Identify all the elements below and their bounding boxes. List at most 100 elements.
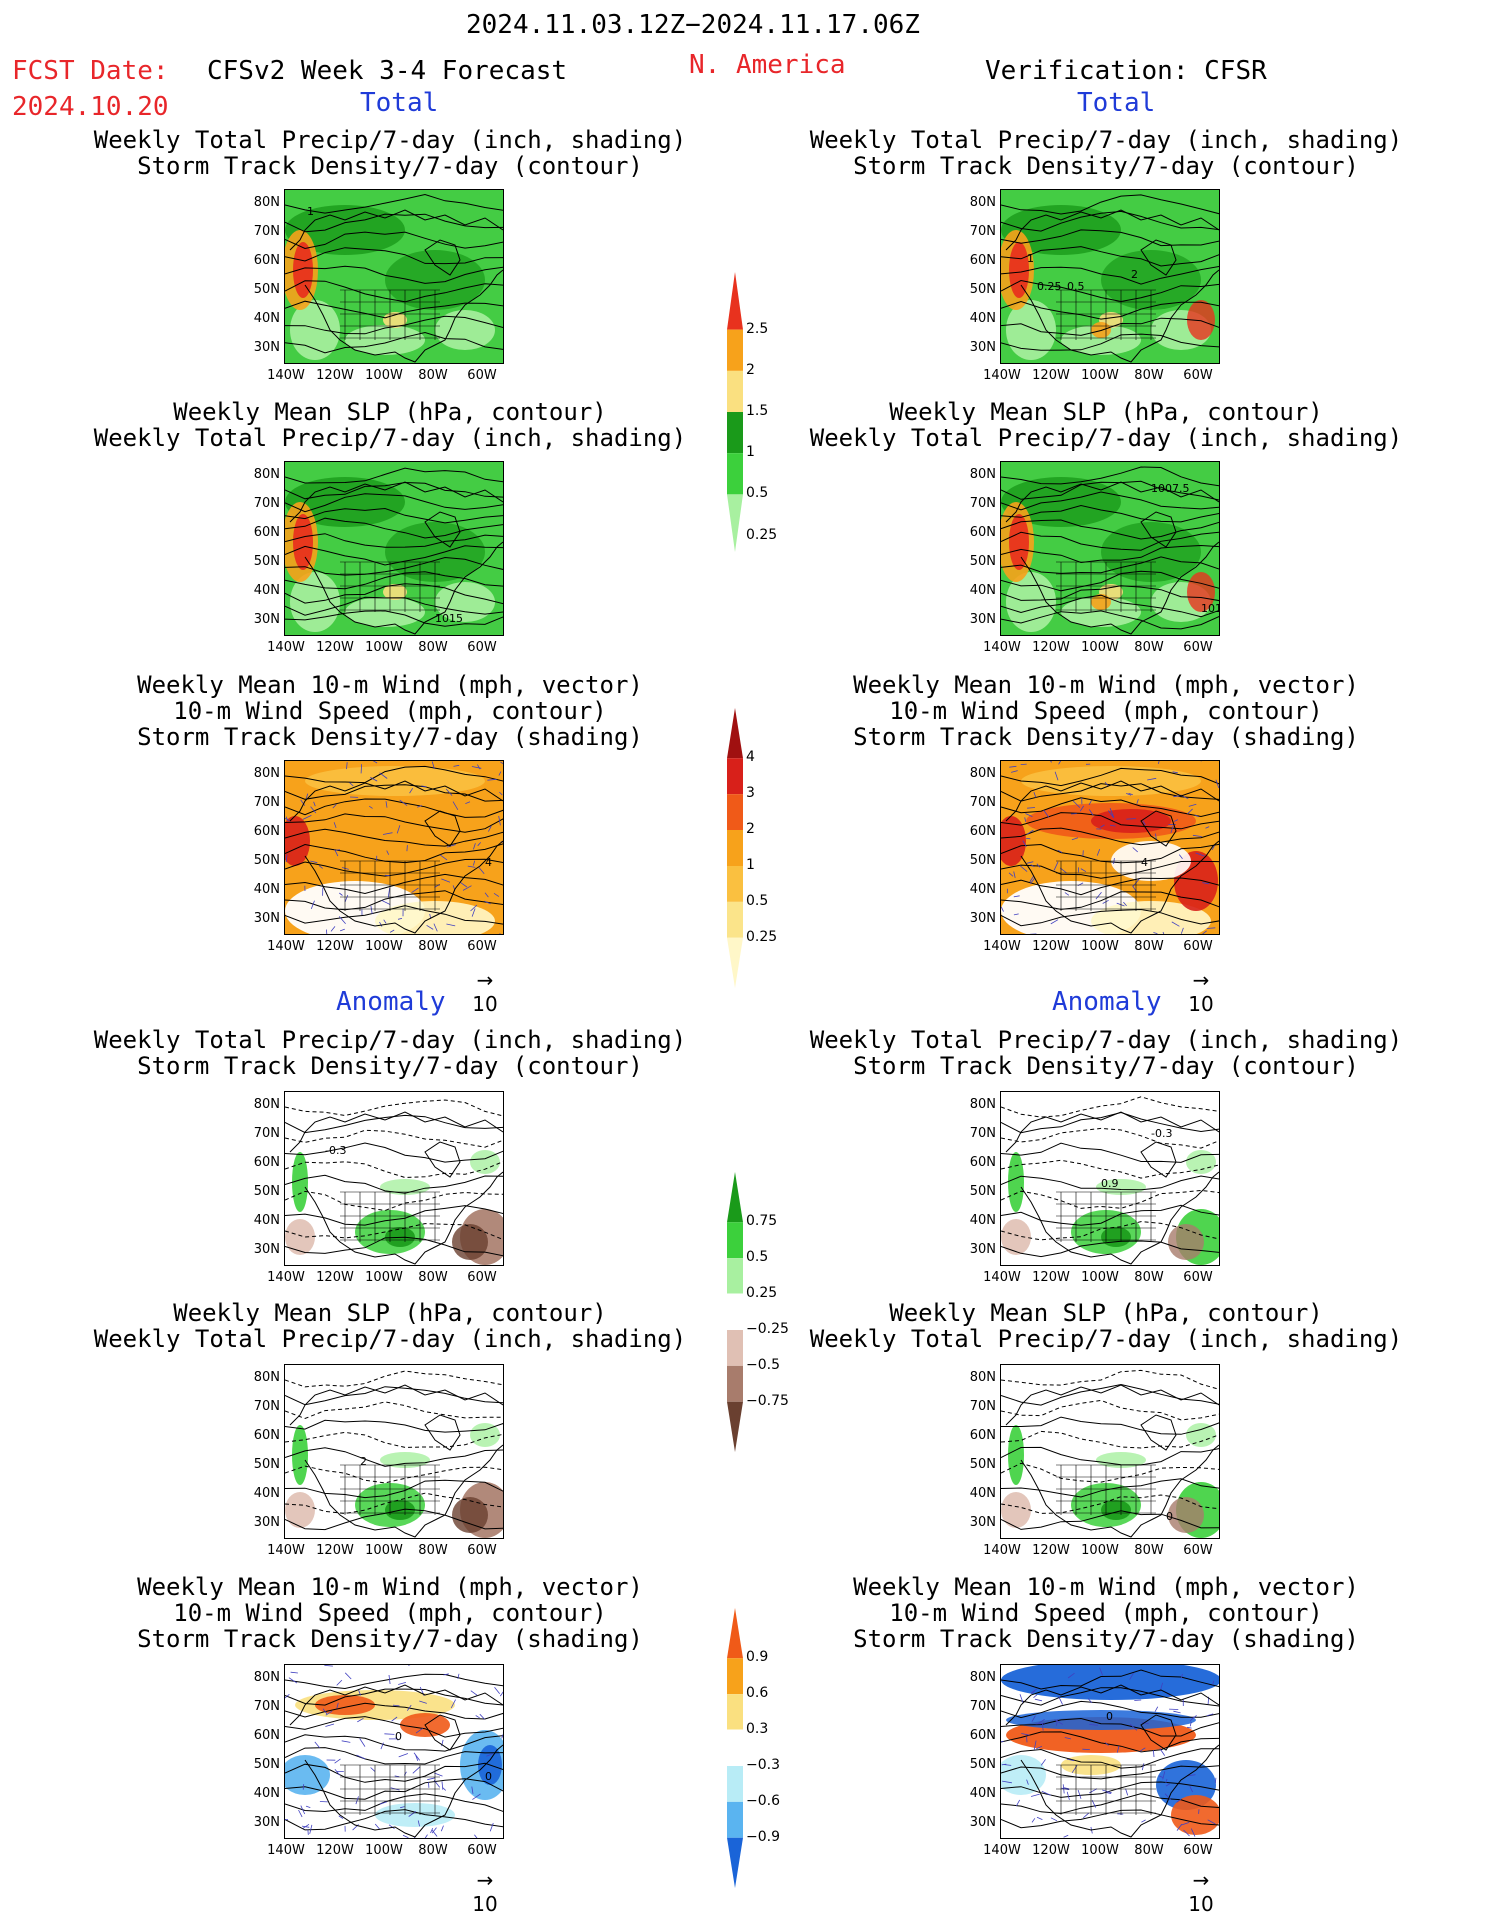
coastline <box>304 541 503 635</box>
wind-vector <box>1126 818 1136 820</box>
wind-vector <box>380 1742 384 1750</box>
wind-vector <box>370 1767 376 1772</box>
contour-line <box>285 1747 503 1765</box>
shading-blob <box>285 1755 330 1795</box>
wind-vector <box>1036 1816 1043 1820</box>
wind-vector <box>406 1704 412 1711</box>
wind-vector <box>459 881 468 888</box>
wind-vector <box>1211 845 1215 851</box>
section-anomaly-right: Anomaly <box>1052 987 1162 1017</box>
coastline <box>304 1444 503 1538</box>
wind-vector <box>386 850 390 855</box>
wind-vector <box>445 788 453 796</box>
wind-vector <box>346 762 348 770</box>
state-borders <box>1056 1464 1156 1515</box>
state-borders <box>340 561 440 612</box>
contour-line <box>285 1465 503 1484</box>
shading-blob <box>1006 300 1056 360</box>
wind-vector <box>442 1787 446 1791</box>
wind-vector <box>417 805 423 808</box>
lon-tick-label: 120W <box>316 1543 354 1558</box>
colorbar-label: 0.3 <box>746 1721 769 1738</box>
lon-tick-label: 120W <box>316 939 354 954</box>
contour-line <box>285 571 503 590</box>
wind-vector <box>1173 1710 1181 1714</box>
wind-vector <box>332 803 337 809</box>
wind-vector <box>417 1820 420 1827</box>
wind-vector <box>385 801 388 808</box>
wind-vector <box>1089 1724 1098 1726</box>
wind-vector <box>1040 1759 1046 1766</box>
contour-line <box>1001 246 1219 267</box>
map-panel-r5-forecast: 2 <box>284 1364 504 1539</box>
lon-tick-label: 140W <box>267 1543 305 1558</box>
wind-vector <box>338 916 346 925</box>
map-panel-r3-verification: 4 <box>1000 760 1220 935</box>
contour-line <box>285 213 503 233</box>
colorbar-swatch <box>727 1258 743 1295</box>
wind-vector <box>1195 852 1205 857</box>
contour-line <box>1001 1189 1219 1209</box>
lon-tick-label: 100W <box>1081 939 1119 954</box>
lat-tick-label: 80N <box>253 467 280 482</box>
map-panel-r3-forecast: 4 <box>284 760 504 935</box>
hudson-bay <box>1140 810 1177 847</box>
contour-line <box>285 1099 503 1117</box>
contour-line <box>1001 610 1219 630</box>
contour-line <box>285 765 503 784</box>
shading-blob <box>385 250 485 310</box>
section-total-right: Total <box>1077 88 1156 118</box>
wind-vector <box>1187 1726 1192 1729</box>
wind-vector <box>1026 1779 1029 1785</box>
contour-line <box>1001 491 1219 511</box>
map-panel-r1-verification: 0.25 0.5 1 2 <box>1000 189 1220 364</box>
shading-blob <box>285 1492 315 1528</box>
wind-vector <box>1102 1789 1112 1794</box>
wind-vector <box>324 1665 333 1667</box>
wind-vector <box>1036 863 1041 868</box>
colorbar-swatch <box>727 412 743 454</box>
wind-vector <box>1080 868 1087 873</box>
wind-vector <box>453 764 460 767</box>
lat-tick-label: 80N <box>969 1370 996 1385</box>
colorbar-label: 0.6 <box>746 1685 769 1702</box>
lon-tick-label: 120W <box>1032 1843 1070 1858</box>
wind-vector <box>471 908 476 917</box>
wind-vector <box>1099 1667 1103 1676</box>
wind-vector <box>344 894 349 903</box>
lon-tick-label: 120W <box>316 1270 354 1285</box>
wind-vector <box>1024 817 1027 822</box>
shading-blob <box>285 477 405 527</box>
lat-tick-label: 30N <box>969 1815 996 1830</box>
wind-vector <box>446 844 457 848</box>
wind-vector <box>1026 861 1034 864</box>
map-panel-r4-forecast: -0.3 <box>284 1091 504 1266</box>
wind-vector <box>462 885 472 891</box>
wind-vector <box>370 777 378 782</box>
map-panel-r6-verification: 0 <box>1000 1664 1220 1839</box>
title-r5-left: Weekly Mean SLP (hPa, contour) Weekly To… <box>93 1299 687 1353</box>
colorbar-swatch <box>727 794 743 831</box>
contour-line <box>285 610 503 627</box>
contour-line <box>285 331 503 354</box>
colorbar-track-total <box>727 708 743 988</box>
contour-line <box>1001 1669 1219 1690</box>
lat-tick-label: 50N <box>969 853 996 868</box>
shading-blob <box>293 242 313 298</box>
contour-line <box>1001 585 1219 602</box>
contour-line <box>1001 210 1219 232</box>
wind-vector <box>399 799 408 806</box>
wind-vector <box>1102 899 1109 904</box>
lat-tick-label: 40N <box>969 1213 996 1228</box>
wind-vector <box>412 1766 421 1774</box>
lon-tick-label: 60W <box>467 1543 497 1558</box>
contour-label: 2 <box>360 1455 367 1468</box>
wind-vector <box>1087 1698 1093 1704</box>
wind-vector <box>1202 882 1210 885</box>
lat-tick-label: 80N <box>969 195 996 210</box>
map-panel-r1-forecast: 1 <box>284 189 504 364</box>
wind-vector <box>415 1727 423 1734</box>
lat-tick-label: 60N <box>969 253 996 268</box>
lat-tick-label: 50N <box>253 1184 280 1199</box>
colorbar-swatch <box>727 1694 743 1731</box>
